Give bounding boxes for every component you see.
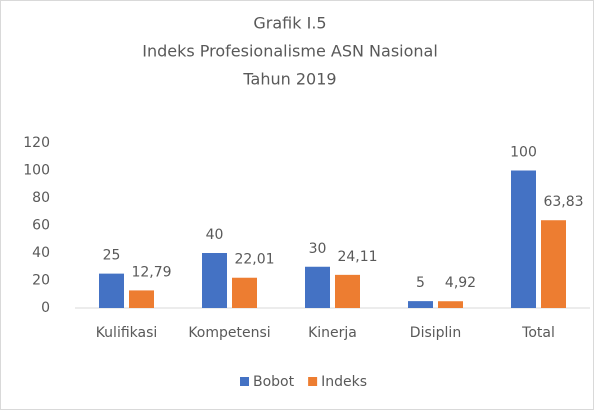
bar [305,266,330,308]
chart-title: Grafik I.5 [253,14,326,33]
bar [129,290,154,308]
chart-title: Tahun 2019 [242,70,336,89]
legend-label: Indeks [321,374,367,390]
data-label: 4,92 [445,275,476,291]
bar [438,301,463,308]
legend-label: Bobot [253,374,295,390]
legend-swatch [240,377,249,386]
x-tick-label: Disiplin [410,325,461,341]
x-tick-label: Kinerja [308,325,357,341]
x-tick-label: Kompetensi [188,325,270,341]
bar [232,277,257,308]
data-label: 5 [416,275,425,291]
legend-swatch [308,377,318,386]
bar [511,170,536,308]
data-label: 30 [309,241,327,257]
y-tick-label: 20 [32,273,50,289]
bar [99,273,124,308]
bar [202,253,227,308]
data-label: 25 [103,248,121,264]
data-label: 12,79 [131,264,171,280]
data-label: 24,11 [337,249,377,265]
x-tick-label: Kulifikasi [96,325,158,341]
chart-title: Indeks Profesionalisme ASN Nasional [142,42,438,61]
x-tick-label: Total [521,325,555,341]
bar [335,274,360,308]
y-tick-label: 100 [23,163,50,179]
data-label: 63,83 [543,194,583,210]
y-tick-label: 60 [32,218,50,234]
data-label: 22,01 [234,252,274,268]
bar [408,301,433,308]
y-tick-label: 80 [32,190,50,206]
data-label: 100 [510,145,537,161]
data-label: 40 [206,227,224,243]
y-tick-label: 120 [23,135,50,151]
bar [541,220,566,308]
y-tick-label: 0 [41,300,50,316]
y-tick-label: 40 [32,245,50,261]
